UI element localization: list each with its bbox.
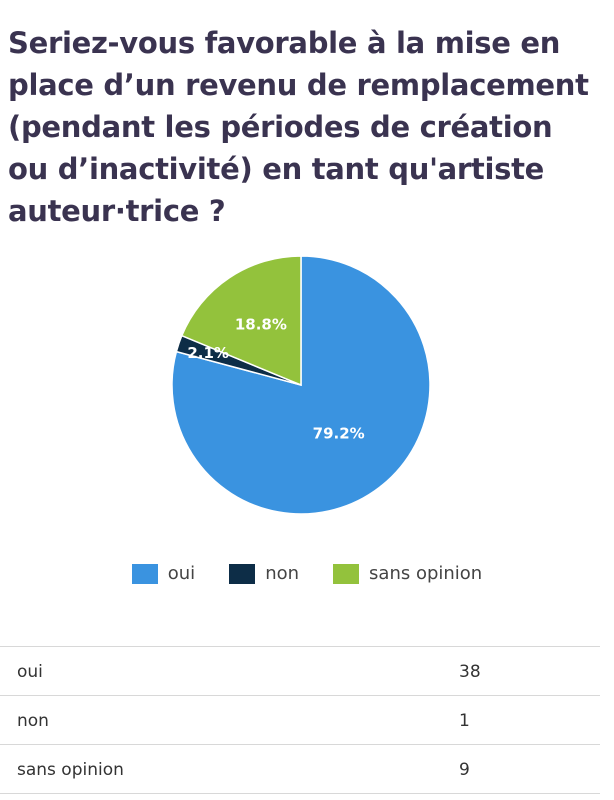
chart-title: Seriez-vous favorable à la mise en place… [8,26,589,228]
legend-item-sans-opinion[interactable]: sans opinion [333,563,482,584]
pie-data-label-sans-opinion: 18.8% [235,315,287,333]
data-table: oui 38 non 1 sans opinion 9 [0,646,600,794]
legend-label-non: non [265,563,300,584]
pie-data-label-oui: 79.2% [313,425,365,443]
legend-swatch-sans-opinion [333,563,360,584]
legend-item-non[interactable]: non [229,563,299,584]
table-cell-category: oui [17,662,43,682]
table-cell-value: 9 [459,760,470,780]
table-row: oui 38 [0,647,600,696]
pie-data-label-non: 2.1% [187,344,229,362]
legend-swatch-oui [131,563,158,584]
legend-item-oui[interactable]: oui [131,563,196,584]
table-row: non 1 [0,696,600,745]
pie-chart: 79.2% 2.1% 18.8% [171,255,431,515]
legend-swatch-non [229,563,256,584]
legend-label-oui: oui [167,563,196,584]
pie-slice-sans-opinion[interactable] [180,255,302,387]
table-cell-value: 1 [459,711,470,731]
chart-legend: oui non sans opinion [0,563,614,584]
table-cell-category: non [17,711,49,731]
table-row: sans opinion 9 [0,745,600,794]
legend-label-sans-opinion: sans opinion [369,563,483,584]
table-cell-category: sans opinion [17,760,124,780]
table-cell-value: 38 [459,662,481,682]
